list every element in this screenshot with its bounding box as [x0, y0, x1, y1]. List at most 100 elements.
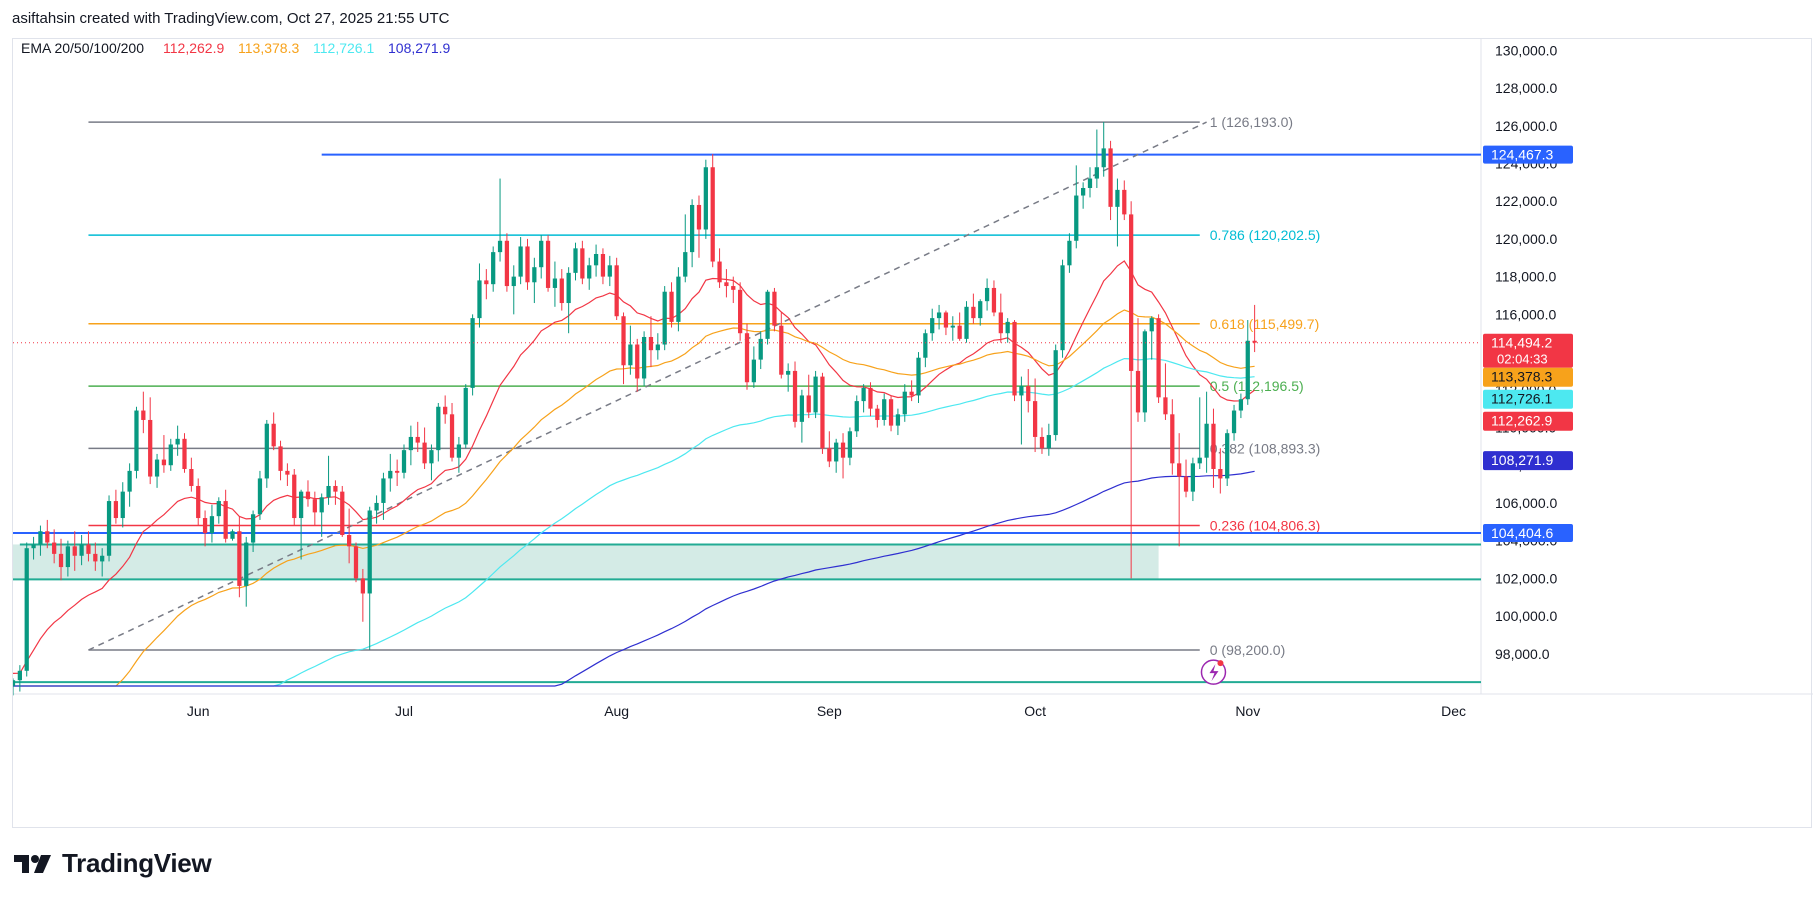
candle-body[interactable] — [1019, 386, 1024, 396]
candle-body[interactable] — [223, 501, 228, 539]
candle-body[interactable] — [202, 518, 208, 534]
candle-body[interactable] — [525, 246, 530, 283]
candle-body[interactable] — [875, 408, 880, 420]
candle-body[interactable] — [511, 276, 516, 287]
candle-body[interactable] — [799, 395, 805, 422]
candle-body[interactable] — [401, 450, 407, 473]
candle-body[interactable] — [367, 510, 372, 594]
candle-body[interactable] — [1067, 240, 1072, 266]
candle-body[interactable] — [24, 548, 29, 671]
candle-body[interactable] — [1087, 178, 1093, 188]
price-chart[interactable]: 1 (126,193.0) 0.786 (120,202.5) 0.618 (115… — [13, 39, 1813, 829]
candle-body[interactable] — [209, 516, 215, 534]
candle-body[interactable] — [751, 359, 756, 383]
candle-body[interactable] — [868, 387, 873, 409]
candle-body[interactable] — [374, 502, 379, 511]
candle-body[interactable] — [1026, 386, 1031, 402]
ema100-line[interactable] — [13, 357, 1255, 687]
candle-body[interactable] — [1231, 410, 1237, 434]
candle-body[interactable] — [669, 291, 674, 322]
ema50-line[interactable] — [13, 309, 1255, 687]
candle-body[interactable] — [559, 278, 564, 304]
candle-body[interactable] — [449, 414, 455, 458]
candle-body[interactable] — [148, 419, 153, 477]
candle-body[interactable] — [998, 312, 1003, 334]
candle-body[interactable] — [923, 333, 928, 358]
candle-body[interactable] — [1129, 214, 1134, 371]
candle-body[interactable] — [545, 240, 551, 288]
candle-body[interactable] — [641, 336, 647, 379]
chart-frame[interactable]: 1 (126,193.0) 0.786 (120,202.5) 0.618 (115… — [12, 38, 1813, 829]
candle-body[interactable] — [593, 254, 599, 266]
candle-body[interactable] — [703, 167, 708, 230]
candle-body[interactable] — [566, 272, 571, 304]
ema20-line[interactable] — [13, 260, 1255, 674]
candle-body[interactable] — [182, 438, 187, 469]
candle-body[interactable] — [902, 391, 907, 415]
candle-body[interactable] — [984, 287, 990, 302]
candle-body[interactable] — [319, 497, 324, 513]
candle-body[interactable] — [264, 423, 269, 479]
candle-body[interactable] — [58, 553, 64, 568]
candle-body[interactable] — [696, 204, 702, 230]
candle-body[interactable] — [134, 410, 139, 471]
candle-body[interactable] — [86, 544, 91, 554]
candle-body[interactable] — [415, 436, 420, 443]
candle-body[interactable] — [909, 391, 914, 396]
candle-body[interactable] — [744, 333, 750, 383]
candle-body[interactable] — [17, 670, 22, 681]
candle-body[interactable] — [847, 431, 853, 458]
candle-body[interactable] — [347, 535, 352, 547]
candle-body[interactable] — [278, 446, 283, 471]
candle-body[interactable] — [1197, 457, 1202, 464]
candle-body[interactable] — [298, 491, 304, 519]
candle-body[interactable] — [1225, 433, 1230, 479]
candle-body[interactable] — [13, 680, 16, 686]
candle-body[interactable] — [1039, 436, 1045, 449]
candle-body[interactable] — [758, 338, 763, 360]
candle-body[interactable] — [724, 282, 729, 287]
candle-body[interactable] — [518, 246, 523, 277]
candle-body[interactable] — [333, 485, 338, 492]
candle-body[interactable] — [786, 370, 791, 375]
candle-body[interactable] — [587, 265, 592, 279]
candle-body[interactable] — [388, 470, 393, 479]
candle-body[interactable] — [607, 265, 612, 277]
candle-body[interactable] — [257, 478, 263, 515]
candle-body[interactable] — [854, 401, 859, 432]
candle-body[interactable] — [45, 531, 50, 543]
candle-body[interactable] — [676, 276, 681, 322]
candle-body[interactable] — [360, 578, 365, 594]
candle-body[interactable] — [1156, 318, 1161, 398]
candle-body[interactable] — [991, 287, 997, 313]
candle-body[interactable] — [470, 318, 475, 388]
candle-body[interactable] — [292, 474, 297, 519]
candle-body[interactable] — [312, 499, 317, 513]
candle-body[interactable] — [141, 410, 146, 420]
candle-body[interactable] — [580, 248, 585, 279]
candle-body[interactable] — [477, 280, 482, 319]
candle-body[interactable] — [888, 399, 894, 426]
candle-body[interactable] — [1218, 469, 1223, 479]
candle-body[interactable] — [1135, 370, 1141, 413]
candle-body[interactable] — [65, 546, 71, 568]
candle-body[interactable] — [957, 325, 962, 339]
candle-body[interactable] — [175, 438, 180, 445]
candle-body[interactable] — [1149, 318, 1154, 332]
candle-body[interactable] — [353, 546, 359, 579]
candle-body[interactable] — [738, 289, 743, 334]
candle-body[interactable] — [1012, 321, 1017, 396]
candle-body[interactable] — [504, 240, 510, 287]
candle-body[interactable] — [813, 376, 818, 413]
candle-body[interactable] — [497, 240, 503, 253]
candle-body[interactable] — [772, 291, 777, 326]
candle-body[interactable] — [1032, 401, 1038, 437]
candle-body[interactable] — [326, 485, 331, 498]
candle-body[interactable] — [916, 357, 921, 396]
candle-body[interactable] — [237, 531, 242, 586]
candle-body[interactable] — [1252, 340, 1257, 343]
candle-body[interactable] — [834, 442, 839, 462]
candle-body[interactable] — [79, 544, 84, 556]
candle-body[interactable] — [943, 312, 949, 328]
candle-body[interactable] — [635, 344, 640, 379]
